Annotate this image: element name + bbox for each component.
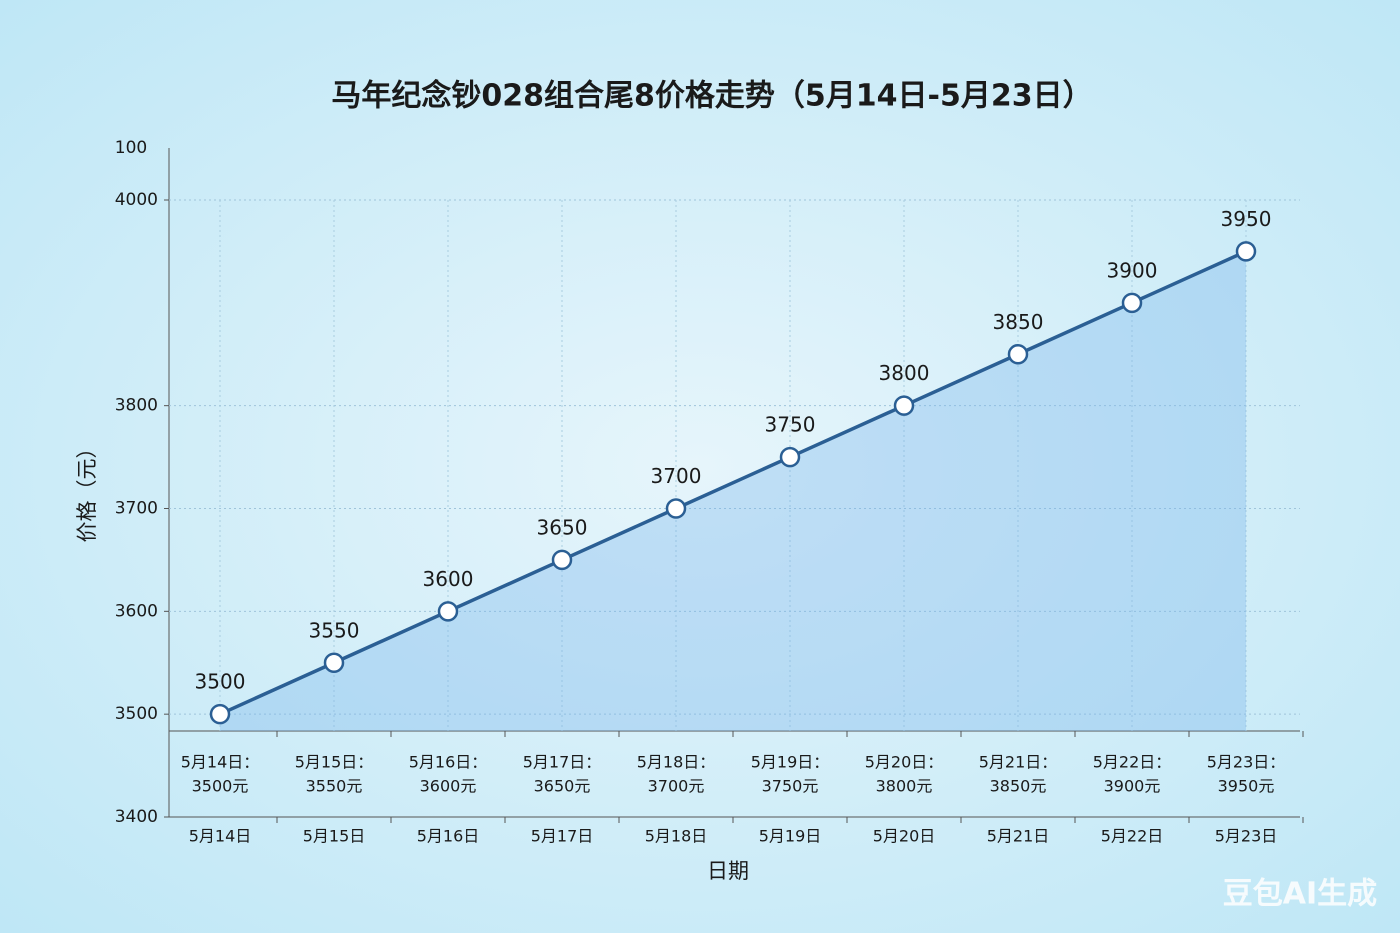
detail-label: 5月22日：: [1093, 753, 1172, 772]
x-tick-label: 5月17日: [531, 827, 594, 846]
value-label: 3650: [537, 515, 588, 539]
area: [220, 251, 1246, 731]
y-tick-label: 3400: [115, 807, 158, 827]
line: [219, 249, 1247, 716]
y-axis-label: 价格（元）: [75, 438, 99, 543]
x-tick-label: 5月16日: [417, 827, 480, 846]
detail-label: 5月16日：: [409, 753, 488, 772]
detail-label: 3850元: [990, 777, 1047, 796]
y-tick-label: 4000: [115, 190, 158, 210]
x-tick-label: 5月21日: [987, 827, 1050, 846]
value-label: 3850: [993, 310, 1044, 334]
detail-label: 5月17日：: [523, 753, 602, 772]
detail-label: 5月15日：: [295, 753, 374, 772]
detail-label: 5月20日：: [865, 753, 944, 772]
detail-label: 3550元: [306, 777, 363, 796]
y-tick-label: 3500: [115, 704, 158, 724]
detail-label: 3600元: [420, 777, 477, 796]
x-tick-label: 5月20日: [873, 827, 936, 846]
detail-label: 3650元: [534, 777, 591, 796]
x-tick-label: 5月19日: [759, 827, 822, 846]
value-label: 3500: [195, 670, 246, 694]
detail-label: 5月23日：: [1207, 753, 1286, 772]
value-label: 3750: [765, 413, 816, 437]
value-label: 3550: [309, 618, 360, 642]
y-tick-label: 3700: [115, 499, 158, 519]
point: [1007, 344, 1029, 365]
detail-label: 3750元: [762, 777, 819, 796]
detail-label: 5月19日：: [751, 753, 830, 772]
value-label: 3900: [1107, 258, 1158, 282]
point: [1235, 241, 1257, 262]
detail-label: 5月14日：: [181, 753, 260, 772]
value-label: 3800: [879, 361, 930, 385]
x-tick-label: 5月15日: [303, 827, 366, 846]
value-label: 3600: [423, 567, 474, 591]
point: [665, 498, 687, 519]
point: [1121, 292, 1143, 314]
point: [551, 549, 573, 571]
detail-label: 3900元: [1104, 777, 1161, 796]
detail-label: 3950元: [1218, 777, 1275, 796]
value-label: 3950: [1221, 207, 1272, 231]
x-tick-label: 5月23日: [1215, 827, 1278, 846]
x-tick-label: 5月14日: [189, 827, 252, 846]
chart-title: 马年纪念钞028组合尾8价格走势（5月14日-5月23日）: [331, 79, 1092, 114]
x-tick-label: 5月22日: [1101, 827, 1164, 846]
detail-label: 3800元: [876, 777, 933, 796]
x-tick-label: 5月18日: [645, 827, 708, 846]
point: [893, 395, 915, 416]
point: [437, 601, 459, 622]
point: [323, 652, 345, 673]
point: [209, 703, 231, 725]
watermark: 豆包AI生成: [1223, 877, 1377, 912]
detail-label: 5月21日：: [979, 753, 1058, 772]
y-top-label: 100: [115, 138, 147, 158]
x-axis-label: 日期: [707, 859, 749, 883]
detail-label: 3500元: [192, 777, 249, 796]
detail-label: 5月18日：: [637, 753, 716, 772]
value-label: 3700: [651, 464, 702, 488]
y-tick-label: 3600: [115, 601, 158, 621]
detail-label: 3700元: [648, 777, 705, 796]
point: [779, 446, 801, 468]
y-tick-label: 3800: [115, 396, 158, 416]
